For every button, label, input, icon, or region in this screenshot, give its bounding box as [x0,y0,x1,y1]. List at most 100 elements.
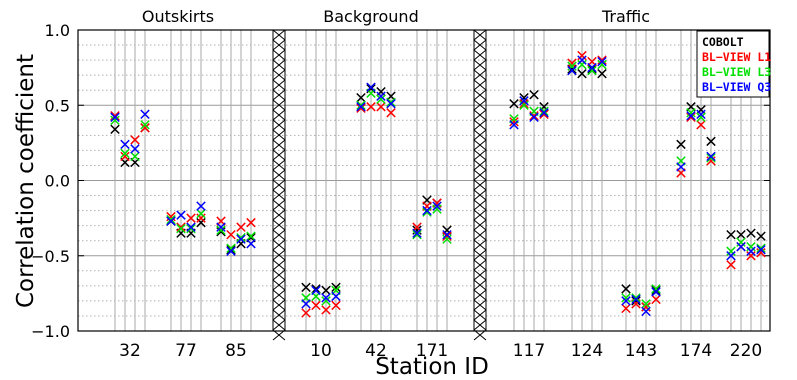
plot-frame [77,29,771,332]
data-point [216,222,226,232]
data-point [686,112,696,123]
data-point [166,216,176,226]
x-tick-label: 171 [416,341,448,361]
data-point [519,96,529,106]
x-tick-label: 85 [225,341,247,361]
data-point [356,102,366,112]
legend-entry: BL−VIEW L3 [702,65,771,79]
data-point [356,92,366,103]
data-point [577,55,587,65]
data-point [726,229,736,240]
data-point [120,139,130,150]
legend-box [696,30,770,98]
x-tick-label: 143 [625,341,657,361]
data-point [696,109,706,120]
data-point [736,237,746,247]
data-point [311,285,321,296]
data-point [226,243,236,253]
y-tick-label: −1.0 [31,322,70,341]
data-point [226,244,236,255]
y-tick-label: 0.0 [45,172,70,191]
data-point [736,241,746,252]
data-point [756,248,766,258]
data-point [422,207,432,217]
data-point [529,89,539,100]
separator-hatch-1 [272,29,286,341]
data-point [226,246,236,256]
x-tick-label: 117 [513,341,545,361]
data-point [196,217,206,228]
data-point [621,293,631,303]
data-point [587,64,597,74]
data-point [746,251,756,261]
data-point [176,222,186,232]
data-point [412,225,422,235]
data-point [236,232,246,243]
data-point [246,231,256,241]
data-point [696,105,706,115]
data-point [706,136,716,147]
panel-title: Background [323,7,418,26]
data-point [726,246,736,256]
data-point [366,83,376,94]
data-point [216,226,226,237]
data-point [386,108,396,118]
data-point [321,293,331,303]
data-point [166,214,176,225]
data-point [442,231,452,241]
data-point [726,251,736,261]
panel-title: Outskirts [142,7,214,26]
data-point [301,308,311,318]
data-point [746,241,756,252]
separator-hatch-2 [473,29,487,341]
data-point [236,234,246,244]
data-point [376,102,386,112]
data-point [631,293,641,303]
y-tick-label: 1.0 [45,21,70,40]
data-point [587,65,597,76]
data-point [311,300,321,311]
x-axis-label: Station ID [375,354,489,380]
data-point [321,285,331,296]
y-tick-label: −0.5 [31,247,70,266]
data-point [442,229,452,240]
data-point [621,303,631,314]
y-tick-label: 0.5 [45,96,70,115]
data-point [706,151,716,162]
data-point [176,210,186,220]
data-point [140,120,150,130]
data-point [186,213,196,223]
y-axis-label: Correlation coefficient [13,54,39,308]
data-point [196,208,206,219]
legend-entry: BL−VIEW Q3 [702,80,771,94]
data-point [110,124,120,135]
data-point [110,111,120,121]
data-point [651,294,661,305]
data-point [130,151,140,162]
data-point [186,223,196,234]
panel-title: Traffic [601,7,650,26]
data-point [120,151,130,162]
data-point [539,109,549,120]
data-point [509,99,519,109]
data-point [130,144,140,154]
x-tick-label: 124 [571,341,603,361]
data-point [597,59,607,70]
data-point [301,299,311,309]
data-point [386,97,396,107]
data-point [529,112,539,123]
data-point [120,148,130,159]
data-point [311,284,321,294]
data-point [519,99,529,109]
data-point [176,223,186,234]
data-point [529,111,539,121]
data-point [376,86,386,97]
data-point [376,91,386,101]
data-point [651,284,661,294]
data-point [567,61,577,71]
data-point [567,58,577,68]
data-point [651,285,661,296]
data-point [386,99,396,109]
